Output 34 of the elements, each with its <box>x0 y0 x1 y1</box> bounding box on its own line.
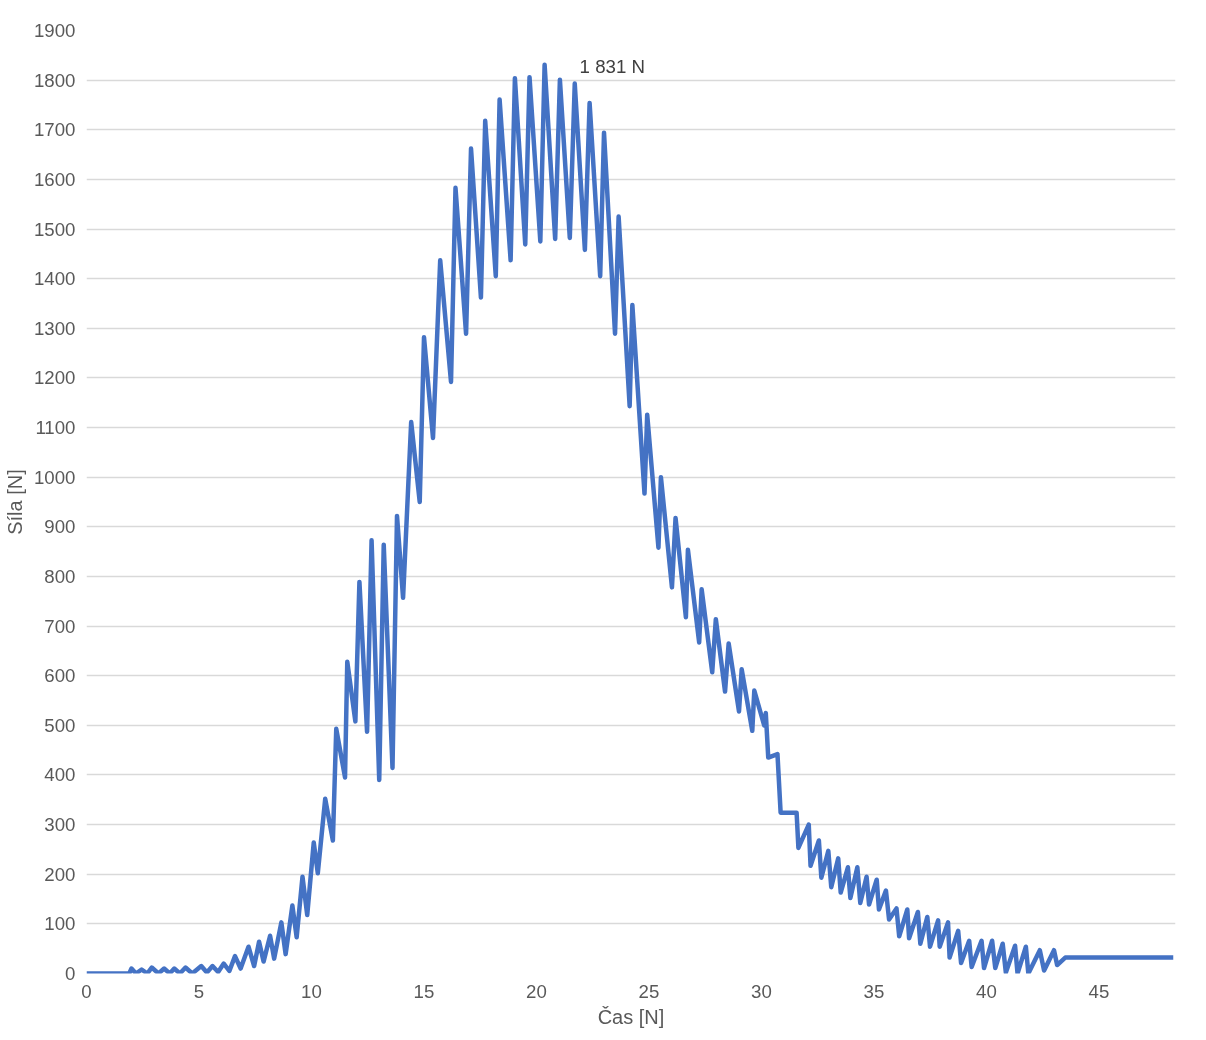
x-axis-title: Čas [N] <box>597 1005 665 1028</box>
x-tick-label: 5 <box>193 980 205 1002</box>
x-tick-label: 10 <box>301 980 322 1002</box>
y-tick-label: 1900 <box>34 20 76 41</box>
y-tick-label: 900 <box>44 516 76 538</box>
y-tick-label: 1400 <box>34 268 76 290</box>
x-tick-label: 35 <box>863 980 885 1002</box>
x-tick-label: 20 <box>526 980 547 1002</box>
x-tick-label: 15 <box>413 980 435 1002</box>
y-tick-label: 300 <box>44 814 76 836</box>
y-tick-label: 1500 <box>34 218 76 240</box>
line-series <box>86 62 1176 974</box>
y-axis-title: Síla [N] <box>4 469 26 535</box>
y-tick-label: 1300 <box>34 317 76 339</box>
annotation: 1 831 N <box>579 55 645 77</box>
y-tick-label: 1000 <box>34 466 76 488</box>
x-tick-label: 40 <box>976 980 997 1002</box>
y-tick-label: 1200 <box>34 367 76 389</box>
y-tick-label: 0 <box>65 963 76 984</box>
y-tick-label: 800 <box>44 565 76 587</box>
y-tick-label: 600 <box>44 665 76 687</box>
y-tick-label: 400 <box>44 764 76 786</box>
y-tick-label: 1100 <box>35 417 76 439</box>
y-tick-label: 1600 <box>34 168 76 190</box>
x-tick-label: 25 <box>638 980 660 1002</box>
y-tick-label: 1700 <box>34 119 76 141</box>
x-tick-label: 30 <box>751 980 772 1002</box>
x-tick-label: 45 <box>1088 980 1110 1002</box>
y-tick-label: 500 <box>44 714 76 736</box>
y-tick-label: 700 <box>44 615 76 637</box>
y-tick-label: 200 <box>44 863 76 885</box>
x-tick-label: 0 <box>81 980 92 1002</box>
y-tick-label: 100 <box>44 913 76 935</box>
y-tick-label: 1800 <box>34 69 76 91</box>
